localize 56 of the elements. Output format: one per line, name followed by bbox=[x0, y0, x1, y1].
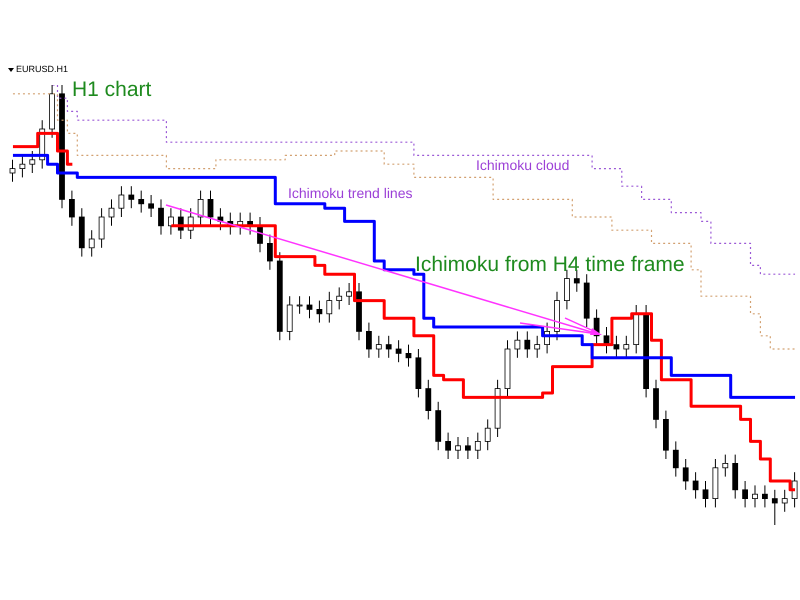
annotation: Ichimoku trend lines bbox=[288, 185, 413, 202]
candlestick bbox=[10, 159, 16, 182]
candlestick bbox=[752, 484, 758, 508]
candlestick bbox=[672, 440, 679, 478]
candlestick bbox=[792, 472, 798, 508]
candlestick bbox=[336, 286, 342, 310]
candlestick bbox=[524, 330, 530, 358]
candlestick bbox=[474, 432, 481, 460]
candlestick bbox=[782, 489, 788, 512]
candlestick bbox=[514, 330, 520, 358]
candlestick bbox=[772, 489, 778, 525]
candlestick bbox=[138, 190, 144, 214]
candlestick bbox=[455, 436, 461, 460]
candlestick bbox=[692, 472, 698, 500]
candlestick bbox=[346, 282, 352, 306]
candlestick bbox=[208, 190, 214, 226]
candlestick bbox=[682, 458, 689, 490]
candlestick bbox=[198, 190, 204, 226]
candlestick bbox=[614, 335, 620, 358]
candlestick bbox=[69, 190, 75, 226]
candlestick bbox=[396, 340, 402, 363]
candlestick bbox=[425, 379, 432, 420]
annotation: Ichimoku from H4 time frame bbox=[415, 253, 685, 276]
candlestick bbox=[118, 186, 124, 218]
annotation: Ichimoku cloud bbox=[476, 157, 570, 174]
candlestick bbox=[762, 484, 768, 508]
candlestick bbox=[98, 208, 104, 248]
candlestick bbox=[20, 154, 26, 178]
candlestick bbox=[158, 198, 164, 236]
candlestick bbox=[574, 269, 580, 292]
candlestick bbox=[316, 300, 322, 324]
candlestick bbox=[267, 234, 273, 270]
candlestick bbox=[406, 344, 412, 368]
candlestick bbox=[168, 208, 174, 236]
candlestick bbox=[366, 322, 372, 358]
candlestick bbox=[376, 335, 382, 358]
candlestick bbox=[386, 335, 392, 358]
candlestick bbox=[484, 418, 491, 451]
candlestick bbox=[29, 150, 36, 174]
text: EURUSD.H1 bbox=[16, 64, 68, 75]
candlestick bbox=[702, 480, 708, 508]
annotation: H1 chart bbox=[72, 78, 152, 102]
candlestick bbox=[465, 436, 471, 460]
candlestick bbox=[623, 335, 630, 358]
candlestick bbox=[306, 296, 312, 319]
candlestick bbox=[148, 194, 154, 218]
candlestick bbox=[108, 198, 114, 226]
candlestick bbox=[742, 480, 748, 508]
candlestick bbox=[445, 432, 451, 460]
candlestick bbox=[128, 186, 134, 209]
candlestick bbox=[534, 335, 540, 358]
candlestick bbox=[564, 269, 570, 310]
candlestick bbox=[296, 296, 302, 314]
candlestick bbox=[722, 454, 728, 478]
candlestick bbox=[88, 230, 95, 258]
candlestick bbox=[326, 291, 332, 324]
